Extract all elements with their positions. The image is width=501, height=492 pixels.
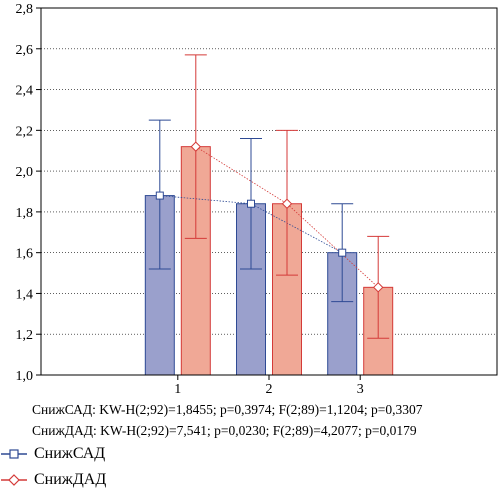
mean-markers — [155, 141, 384, 293]
mean-marker — [281, 198, 293, 209]
mean-marker — [247, 199, 255, 208]
y-tick-label: 2,2 — [16, 124, 34, 139]
mean-lines — [159, 146, 379, 288]
y-tick-label: 1,4 — [16, 287, 34, 302]
stats-line-2: СнижДАД: KW-H(2;92)=7,541; p=0,0230; F(2… — [32, 423, 417, 438]
x-tick-label: 2 — [266, 382, 273, 397]
y-tick-label: 2,0 — [16, 165, 34, 180]
x-axis-ticks: 1 2 3 — [174, 375, 364, 397]
x-tick-label: 3 — [357, 382, 364, 397]
mean-marker — [372, 282, 384, 293]
chart-plot: 1,0 1,2 1,4 1,6 1,8 2,0 2,2 2,4 2,6 2,8 1 2 3 — [16, 2, 498, 397]
legend-item-snizh-dad: СнижДАД — [0, 468, 106, 492]
y-tick-label: 2,8 — [16, 2, 34, 17]
legend-label-snizh-sad: СнижСАД — [34, 445, 106, 462]
y-tick-label: 1,2 — [16, 328, 34, 343]
x-tick-label: 1 — [174, 382, 181, 397]
mean-marker — [338, 248, 347, 257]
legend-label-snizh-dad: СнижДАД — [34, 471, 107, 488]
series-line — [195, 146, 379, 288]
series-line — [159, 195, 343, 254]
stats-line-1: СнижСАД: KW-H(2;92)=1,8455; p=0,3974; F(… — [32, 402, 423, 417]
y-tick-label: 2,4 — [16, 84, 34, 99]
legend-item-snizh-sad: СнижСАД — [0, 442, 105, 466]
y-axis-ticks: 1,0 1,2 1,4 1,6 1,8 2,0 2,2 2,4 2,6 2,8 — [16, 2, 41, 384]
legend-swatch-snizh-dad — [1, 474, 27, 486]
y-tick-label: 2,6 — [16, 43, 34, 58]
bars — [144, 146, 394, 376]
grid-lines — [41, 48, 497, 335]
y-tick-label: 1,8 — [16, 206, 34, 221]
y-tick-label: 1,6 — [16, 247, 34, 262]
legend-swatch-snizh-sad — [1, 449, 27, 459]
plot-frame — [40, 7, 498, 376]
y-tick-label: 1,0 — [16, 369, 34, 384]
mean-marker — [155, 191, 164, 200]
mean-marker — [190, 141, 202, 152]
